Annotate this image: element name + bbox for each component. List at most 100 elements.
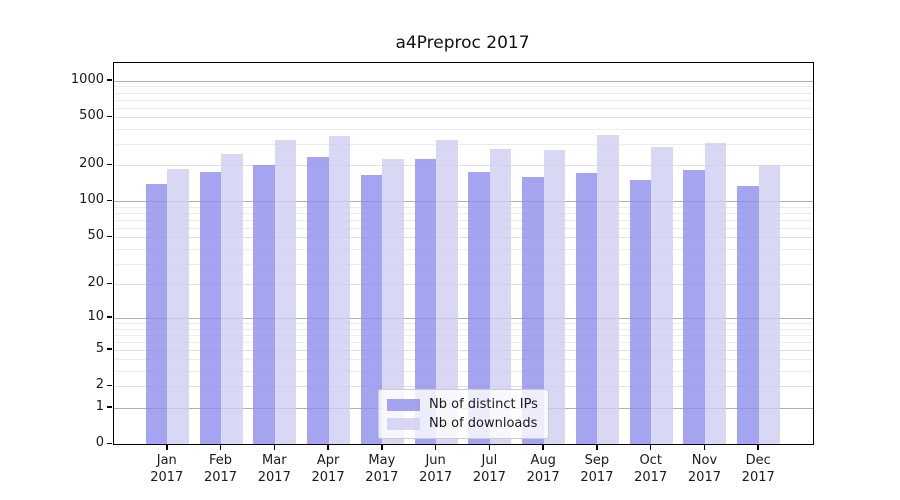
- legend-swatch-downloads: [387, 417, 420, 430]
- x-tick-month: Dec: [745, 453, 771, 468]
- y-tick-label: 100: [79, 192, 104, 208]
- x-tick-month: Oct: [639, 453, 662, 468]
- gridline-minor: [114, 284, 813, 285]
- x-tick-year: 2017: [365, 470, 399, 485]
- x-tick-label: Mar 2017: [246, 452, 302, 486]
- x-tick-year: 2017: [687, 470, 721, 485]
- x-tick-year: 2017: [257, 470, 291, 485]
- gridline-minor: [114, 86, 813, 88]
- x-tick-month: Sep: [584, 453, 610, 468]
- y-tick-label: 5: [95, 340, 104, 356]
- bar-distinct-ips-aug: [522, 176, 544, 444]
- gridline-minor: [114, 328, 813, 330]
- x-tick: [219, 444, 222, 450]
- x-tick: [166, 444, 168, 450]
- x-tick-year: 2017: [419, 470, 453, 485]
- legend: Nb of distinct IPs Nb of downloads: [378, 389, 549, 439]
- gridline-minor: [114, 386, 813, 388]
- gridline-minor: [114, 144, 813, 146]
- y-tick: [107, 282, 112, 284]
- x-tick: [488, 444, 491, 450]
- gridline-minor: [114, 213, 813, 215]
- bar-downloads-aug: [543, 150, 566, 444]
- gridline-minor: [114, 99, 813, 101]
- bar-distinct-ips-mar: [253, 165, 275, 444]
- x-tick-month: Feb: [209, 453, 233, 468]
- bar-distinct-ips-dec: [737, 186, 759, 444]
- y-tick: [107, 115, 112, 118]
- y-tick-label: 0: [95, 435, 104, 450]
- legend-label-distinct-ips: Nb of distinct IPs: [429, 397, 538, 412]
- bar-distinct-ips-jun: [414, 159, 437, 444]
- gridline-major: [114, 201, 813, 203]
- bar-downloads-jul: [489, 148, 512, 444]
- x-tick-label: Nov 2017: [676, 452, 732, 486]
- bar-downloads-jan: [167, 169, 189, 444]
- x-tick-month: Apr: [316, 453, 340, 468]
- x-tick: [703, 444, 706, 450]
- bar-distinct-ips-apr: [307, 157, 329, 444]
- x-tick: [649, 444, 652, 450]
- y-tick-label: 500: [79, 108, 104, 124]
- gridline-minor: [114, 341, 813, 343]
- gridline-minor: [114, 92, 813, 94]
- legend-label-downloads: Nb of downloads: [429, 416, 538, 431]
- y-tick: [107, 442, 112, 444]
- x-tick-year: 2017: [203, 470, 238, 485]
- gridline-minor: [114, 334, 813, 336]
- bar-downloads-may: [382, 158, 404, 444]
- y-tick: [107, 316, 112, 318]
- legend-item-distinct-ips: Nb of distinct IPs: [387, 395, 538, 414]
- y-tick: [107, 163, 112, 166]
- x-tick-month: Jan: [156, 453, 177, 468]
- gridline-minor: [114, 227, 813, 229]
- gridline-major: [114, 317, 813, 319]
- bar-distinct-ips-jan: [145, 183, 168, 444]
- x-tick-month: Nov: [691, 453, 718, 468]
- y-tick-label: 20: [87, 275, 104, 290]
- gridline-minor: [114, 165, 813, 167]
- x-tick-month: May: [368, 453, 396, 468]
- bar-downloads-apr: [328, 136, 351, 444]
- legend-swatch-distinct-ips: [387, 398, 420, 411]
- bar-distinct-ips-nov: [683, 170, 705, 444]
- bar-downloads-mar: [274, 140, 297, 444]
- bar-downloads-nov: [704, 143, 727, 444]
- plot-area: [113, 62, 814, 445]
- x-tick-label: Jun 2017: [408, 452, 464, 486]
- gridline-minor: [114, 237, 813, 239]
- x-tick-year: 2017: [311, 470, 345, 485]
- gridline-minor: [114, 349, 813, 351]
- bar-distinct-ips-jul: [468, 172, 490, 444]
- x-tick-label: May 2017: [354, 452, 410, 486]
- y-tick-label: 50: [87, 228, 104, 244]
- y-tick: [107, 384, 112, 387]
- chart-title: a4Preproc 2017: [395, 33, 530, 53]
- x-tick: [381, 444, 383, 450]
- x-tick: [596, 444, 598, 450]
- x-tick-month: Aug: [530, 453, 556, 468]
- gridline-minor: [114, 107, 813, 109]
- y-tick-label: 200: [79, 156, 104, 172]
- y-tick-label: 1: [95, 398, 104, 414]
- gridline-minor: [114, 263, 813, 265]
- x-tick-label: Oct 2017: [623, 452, 679, 486]
- bar-downloads-oct: [651, 146, 673, 444]
- x-tick-month: Jun: [425, 453, 446, 468]
- x-tick-label: Dec 2017: [730, 452, 786, 486]
- gridline-minor: [114, 117, 813, 119]
- y-tick: [107, 199, 112, 202]
- bar-downloads-feb: [221, 154, 243, 444]
- y-tick-label: 10: [87, 308, 104, 324]
- bar-distinct-ips-sep: [575, 173, 598, 444]
- x-tick-year: 2017: [526, 470, 560, 485]
- gridline-minor: [114, 323, 813, 324]
- x-tick-label: Feb 2017: [193, 452, 249, 486]
- y-tick: [107, 406, 112, 408]
- x-tick-year: 2017: [741, 470, 775, 485]
- bar-distinct-ips-oct: [629, 180, 652, 444]
- x-tick-year: 2017: [580, 470, 614, 485]
- gridline-major: [114, 80, 813, 82]
- x-tick: [542, 444, 544, 450]
